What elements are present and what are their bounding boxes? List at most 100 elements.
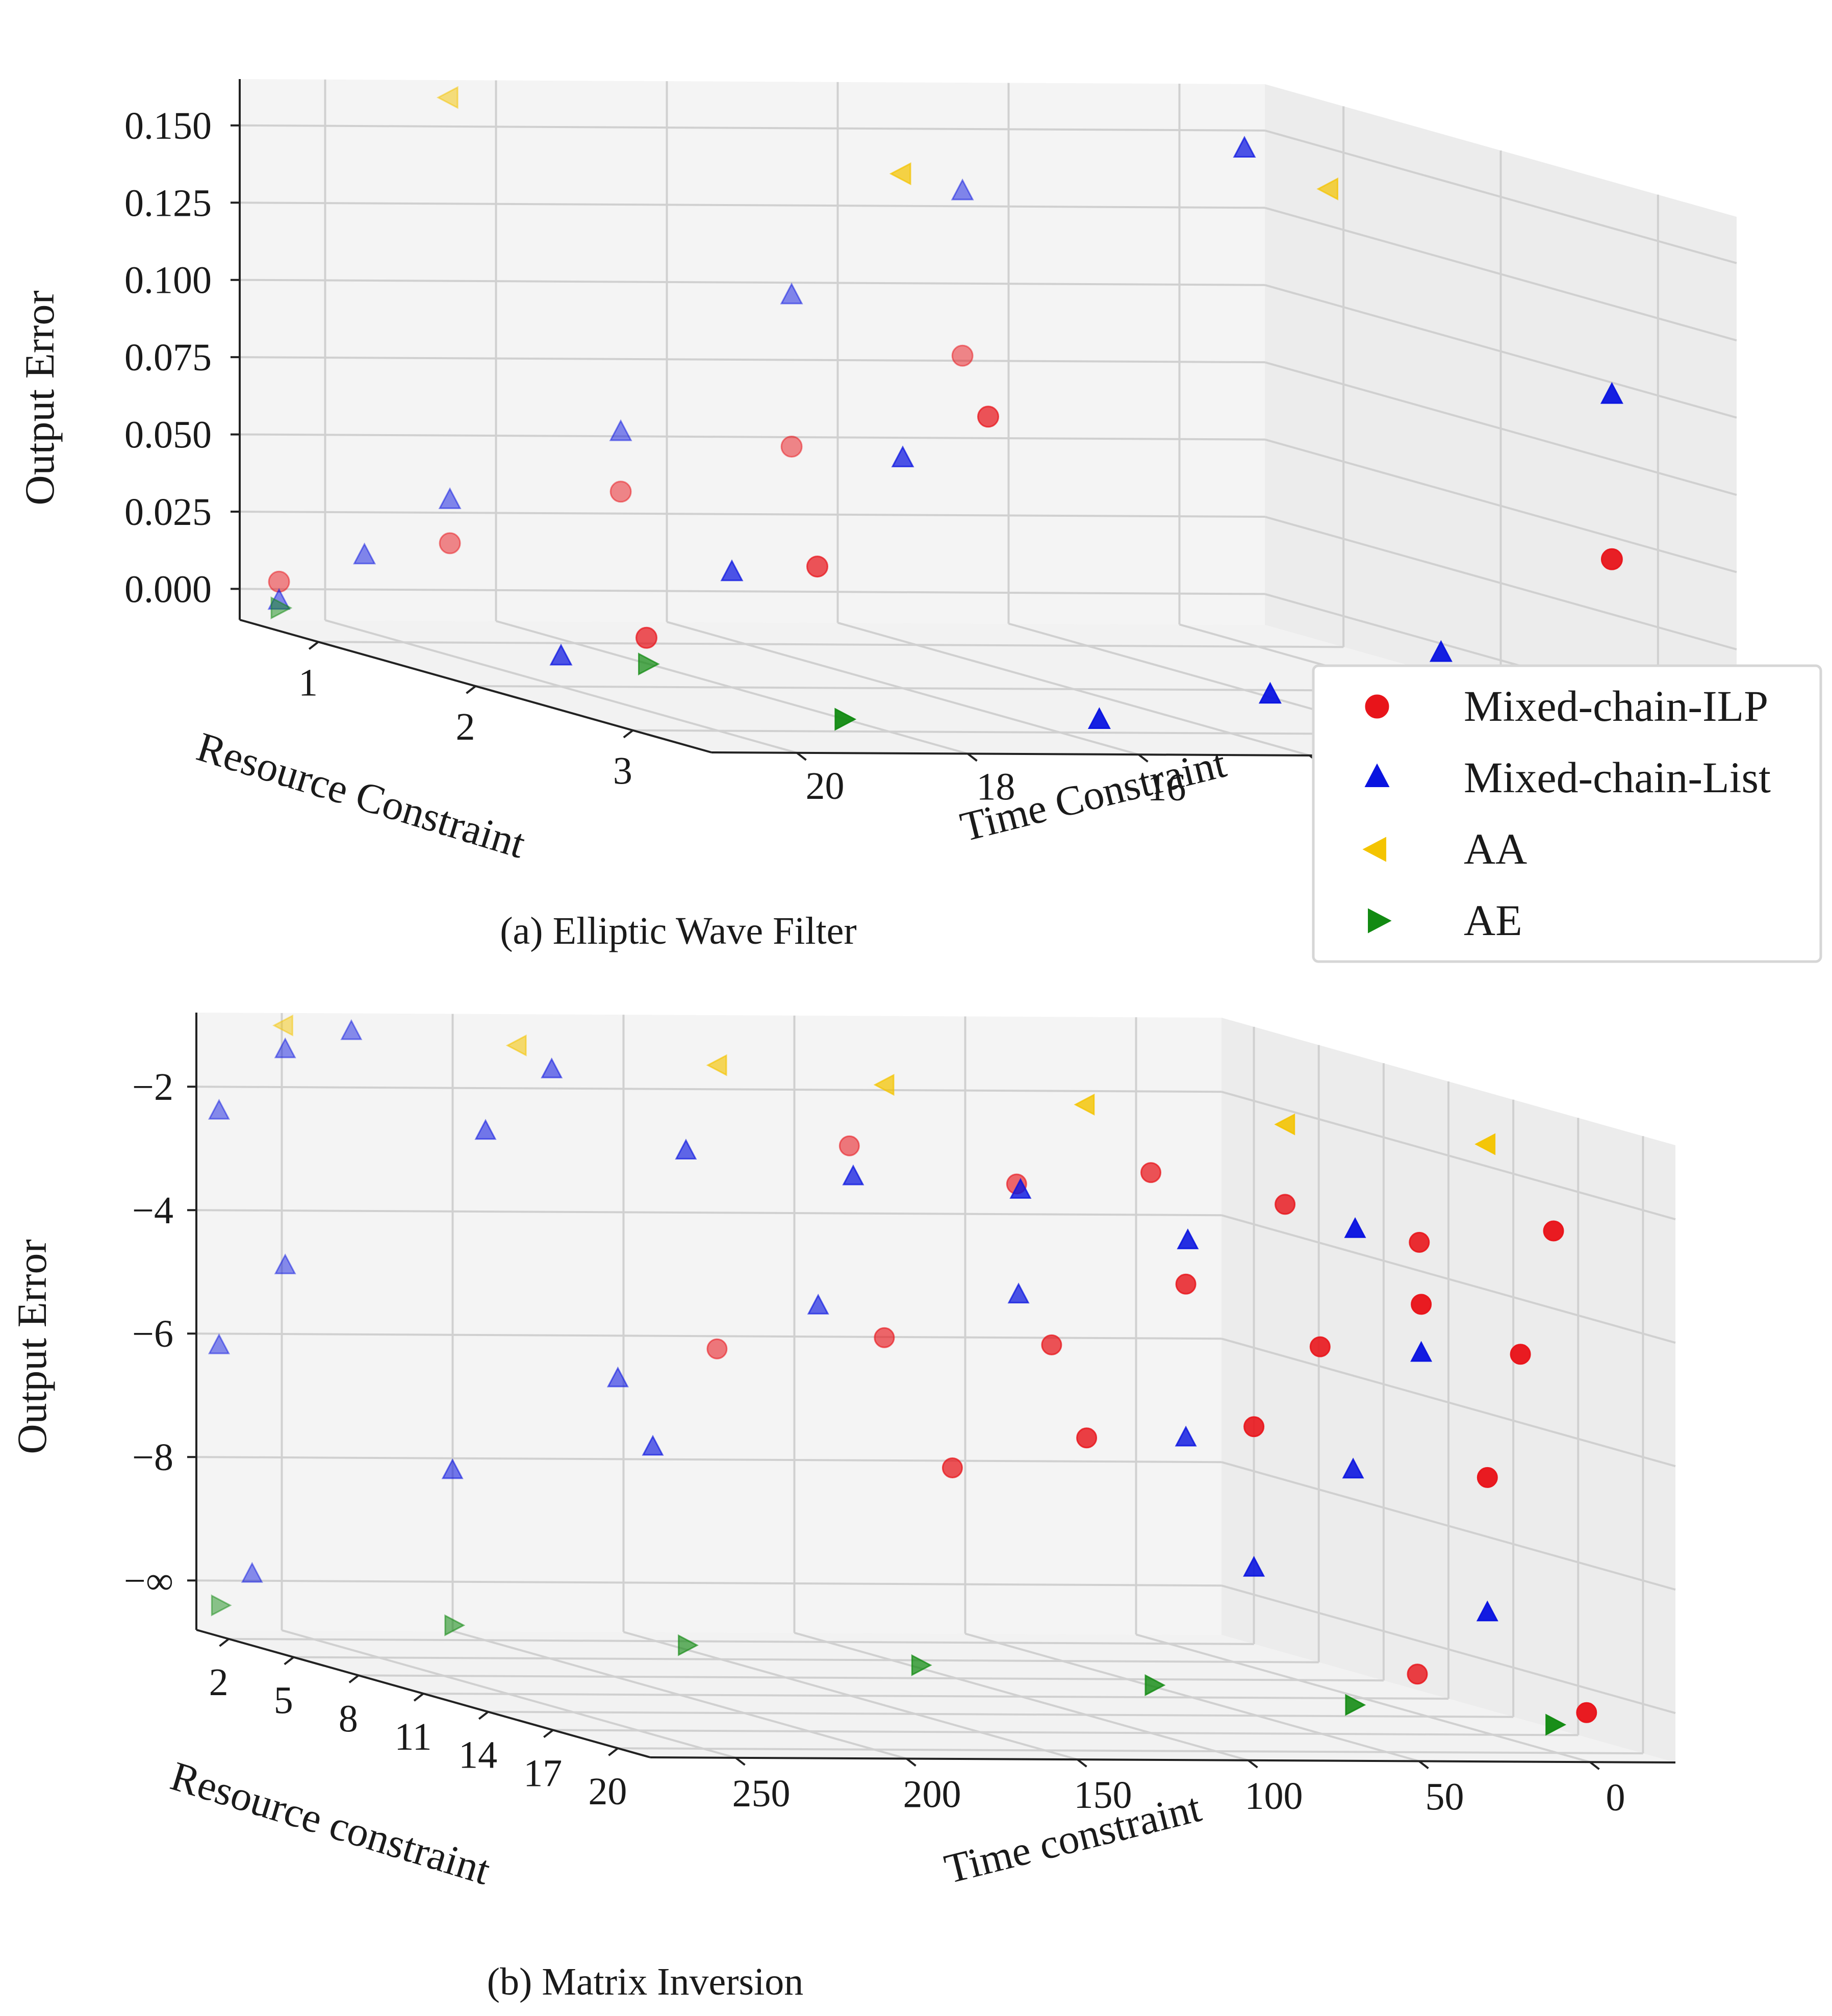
grid-line-z-right [1221, 1091, 1676, 1221]
data-point [353, 542, 376, 565]
data-point [838, 1135, 860, 1156]
grid-line-z-left [239, 124, 1265, 132]
chart-matrix-inversion: 2 5 8 11 14 17 20 050100150200250−∞−8−6−4−2Reso… [9, 1013, 1676, 2003]
legend-marker [1362, 837, 1386, 862]
data-point [1600, 382, 1623, 404]
data-point [274, 1037, 296, 1059]
chart-caption: (a) Elliptic Wave Filter [500, 910, 856, 952]
x-tick-label: 11 [394, 1716, 431, 1758]
data-point [1177, 1228, 1199, 1249]
x-tick [348, 1674, 360, 1683]
legend-item: Mixed-chain-ILP [1365, 682, 1768, 730]
grid-line-z-right [1264, 516, 1737, 650]
data-point [889, 162, 911, 186]
x-tick [219, 1638, 230, 1647]
series-ae [270, 596, 857, 731]
data-point [270, 596, 293, 620]
z-tick-label: −6 [132, 1313, 173, 1355]
grid-line-z-left [239, 433, 1265, 441]
data-point [1233, 136, 1256, 158]
legend-item: AA [1362, 824, 1527, 873]
y-tick-label: 150 [1074, 1774, 1132, 1817]
data-point [911, 1654, 932, 1676]
data-point [1243, 1416, 1265, 1438]
x-tick-label: 1 [298, 661, 318, 704]
data-point [1342, 1457, 1364, 1479]
data-point [1409, 1231, 1430, 1253]
grid-line-z-left [239, 511, 1265, 518]
x-tick [608, 1747, 619, 1756]
legend-label: AE [1464, 896, 1522, 945]
left-back-pane [240, 79, 1265, 625]
data-point [635, 626, 657, 649]
x-tick-label: 8 [339, 1697, 358, 1740]
z-tick-label: 0.075 [124, 336, 212, 379]
grid-line-y [837, 621, 1310, 757]
grid [239, 79, 1737, 759]
data-point [675, 1139, 697, 1160]
data-point [1076, 1427, 1098, 1449]
data-point [1410, 1341, 1433, 1362]
data-point [438, 487, 462, 509]
z-tick-label: 0.000 [124, 568, 212, 611]
x-tick [308, 641, 319, 650]
data-point [274, 1253, 296, 1274]
grid-line-x [618, 1747, 1643, 1755]
data-point [1474, 1133, 1496, 1155]
y-tick [906, 1757, 917, 1767]
data-point [942, 1457, 963, 1478]
data-point [211, 1594, 232, 1617]
data-point [720, 559, 744, 582]
grid-line-y [324, 619, 798, 754]
grid-line-z-right [1221, 1584, 1676, 1715]
x-tick [623, 729, 634, 739]
chart-elliptic-wave-filter: 1231012141618200.0000.0250.0500.0750.100… [16, 79, 1737, 952]
grid-line-z-right [1264, 207, 1737, 342]
z-tick-label: −4 [132, 1189, 173, 1232]
x-tick-label: 5 [274, 1679, 293, 1722]
legend-marker [1364, 763, 1390, 787]
x-tick-label: 3 [613, 750, 632, 793]
legend-marker [1365, 694, 1389, 719]
y-tick [1138, 753, 1149, 763]
grid [196, 1013, 1676, 1763]
data-point [1407, 1664, 1428, 1685]
data-point [1429, 640, 1453, 662]
data-point [1007, 1282, 1030, 1304]
grid-line-y [1135, 1633, 1591, 1763]
y-axis-label: Time constraint [940, 1784, 1206, 1893]
data-point [1344, 1217, 1366, 1238]
grid-line-z-left [196, 1456, 1222, 1464]
data-point [1543, 1220, 1564, 1242]
data-point [340, 1019, 363, 1040]
grid-line-z-right [1264, 129, 1737, 264]
series-mixed-chain-ilp [706, 1135, 1597, 1723]
data-point [1041, 1334, 1062, 1355]
z-tick-label: −8 [132, 1436, 173, 1479]
series-ae [211, 1594, 1567, 1736]
data-point [1411, 1294, 1432, 1315]
data-point [780, 282, 803, 305]
x-tick-label: 2 [209, 1661, 228, 1704]
y-tick [796, 752, 807, 761]
data-point [1476, 1600, 1498, 1622]
z-axis-label: Output Error [9, 1239, 55, 1454]
data-point [678, 1634, 699, 1656]
x-tick-label: 17 [523, 1752, 562, 1795]
grid-line-z-right [1221, 1461, 1676, 1591]
data-point [606, 1366, 629, 1388]
legend: Mixed-chain-ILP Mixed-chain-List AA AE [1312, 664, 1822, 963]
grid-line-x [488, 1710, 1514, 1718]
z-axis-label: Output Error [16, 290, 63, 505]
data-point [1087, 707, 1111, 729]
left-back-pane [196, 1013, 1222, 1635]
data-point [642, 1434, 664, 1456]
x-tick [543, 1729, 554, 1738]
data-point [842, 1164, 864, 1186]
z-tick-label: 0.125 [124, 182, 212, 224]
data-point [834, 708, 857, 731]
y-axis-line [650, 1756, 1676, 1763]
data-point [1600, 548, 1623, 570]
data-point [272, 1014, 293, 1037]
